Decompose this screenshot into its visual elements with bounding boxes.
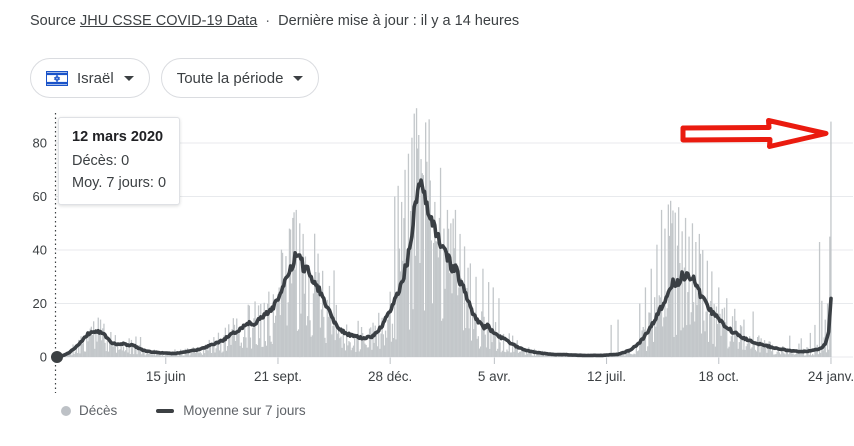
source-link[interactable]: JHU CSSE COVID-19 Data <box>79 13 258 29</box>
israel-flag-icon <box>46 70 68 86</box>
country-dropdown[interactable]: Israël <box>30 58 150 98</box>
red-annotation-arrow <box>680 118 829 149</box>
average-line <box>55 178 833 359</box>
svg-text:28 déc.: 28 déc. <box>368 369 412 384</box>
country-dropdown-label: Israël <box>77 69 114 87</box>
chart-svg: 0 20 40 60 80 15 juin 21 sept. 28 déc. 5 avr. 12 … <box>33 108 854 393</box>
svg-text:12 juil.: 12 juil. <box>587 369 626 384</box>
x-axis-ticks <box>165 357 832 364</box>
chart-tooltip: 12 mars 2020 Décès: 0 Moy. 7 jours: 0 <box>58 117 181 206</box>
svg-text:18 oct.: 18 oct. <box>699 369 740 384</box>
deaths-legend-dot-icon <box>61 405 71 416</box>
tooltip-deaths: Décès: 0 <box>72 152 130 169</box>
source-label: Source <box>30 13 76 29</box>
svg-text:20: 20 <box>33 296 47 311</box>
separator-dot: · <box>265 13 271 29</box>
deaths-legend-label: Décès <box>79 403 118 418</box>
selected-point-dot[interactable] <box>51 351 63 363</box>
svg-text:60: 60 <box>33 189 47 204</box>
source-line: Source JHU CSSE COVID-19 Data · Dernière… <box>30 13 519 29</box>
chevron-down-icon <box>293 75 304 81</box>
y-axis-labels: 0 20 40 60 80 <box>33 136 47 365</box>
svg-text:40: 40 <box>33 243 47 258</box>
average-legend-line-icon <box>156 408 175 413</box>
svg-text:0: 0 <box>40 350 47 365</box>
svg-text:80: 80 <box>33 136 47 151</box>
deaths-chart[interactable]: 0 20 40 60 80 15 juin 21 sept. 28 déc. 5 avr. 12 … <box>0 100 854 405</box>
filter-bar: Israël Toute la période <box>30 58 320 98</box>
average-legend-label: Moyenne sur 7 jours <box>183 403 306 418</box>
tooltip-average: Moy. 7 jours: 0 <box>72 174 167 191</box>
updated-text: Dernière mise à jour : il y a 14 heures <box>278 13 520 29</box>
svg-text:5 avr.: 5 avr. <box>478 369 511 384</box>
tooltip-date: 12 mars 2020 <box>72 129 164 145</box>
x-axis-labels: 15 juin 21 sept. 28 déc. 5 avr. 12 juil. 18 o… <box>146 369 854 384</box>
chevron-down-icon <box>123 75 134 81</box>
svg-text:24 janv.: 24 janv. <box>808 369 854 384</box>
chart-legend: Décès Moyenne sur 7 jours <box>61 403 306 418</box>
svg-text:21 sept.: 21 sept. <box>254 369 302 384</box>
svg-text:15 juin: 15 juin <box>146 369 186 384</box>
period-dropdown-label: Toute la période <box>176 69 284 87</box>
period-dropdown[interactable]: Toute la période <box>160 58 320 98</box>
